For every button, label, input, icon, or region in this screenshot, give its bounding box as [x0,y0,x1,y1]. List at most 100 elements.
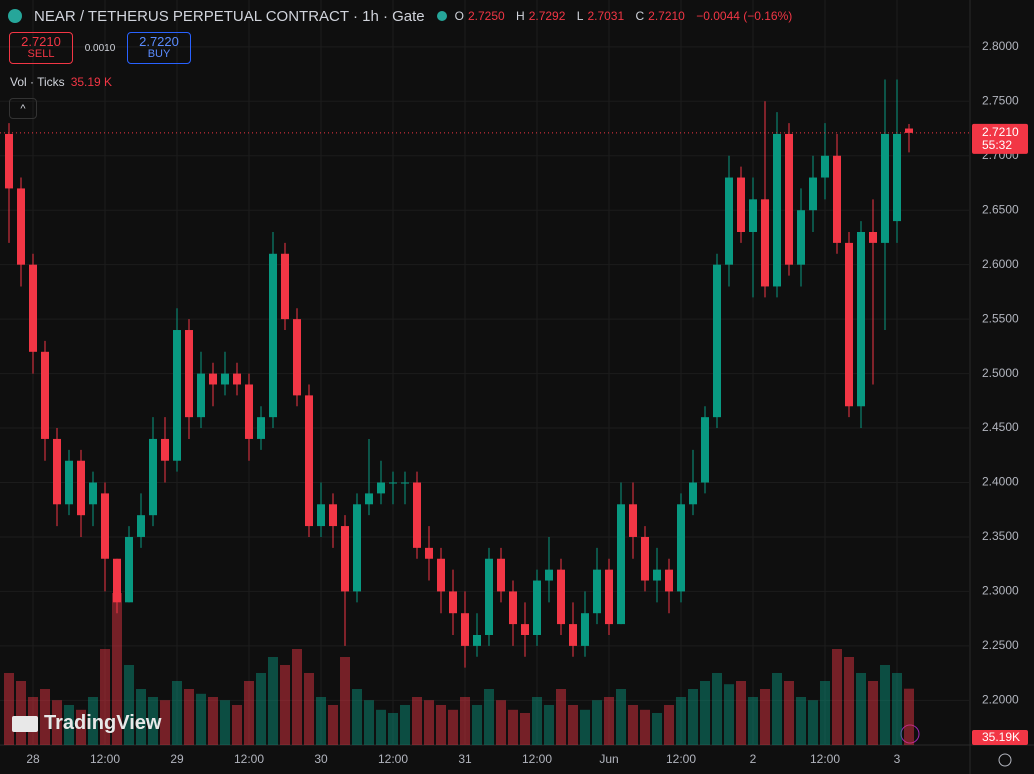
volume-bar [544,705,554,745]
x-tick-label: 2 [750,752,757,766]
candle-body [773,133,781,287]
volume-bar [688,689,698,745]
trade-panel: 2.7210 SELL 0.0010 2.7220 BUY [9,32,191,64]
x-tick-label: 12:00 [90,752,120,766]
x-tick-label: 28 [26,752,40,766]
sell-label: SELL [27,48,55,60]
ohlc-key: O [454,9,464,23]
symbol: NEAR / TETHERUS PERPETUAL CONTRACT · 1h … [34,7,425,25]
y-tick-label: 2.4500 [982,420,1019,434]
y-tick-label: 2.5000 [982,366,1019,380]
x-tick-label: 12:00 [810,752,840,766]
volume-bar [880,665,890,745]
candle-body [653,569,661,581]
candle-body [161,438,169,461]
volume-bar [724,684,734,745]
candle-body [701,417,709,483]
candle-body [209,373,217,385]
volume-bar [232,705,242,745]
volume-bar [760,689,770,745]
volume-bar [172,681,182,745]
candle-body [617,504,625,625]
candle-body [41,351,49,439]
ohlc-key: H [516,9,525,23]
candle-body [389,482,397,484]
volume-bar [316,697,326,745]
candle-body [65,460,73,505]
volume-bar [676,697,686,745]
candle-body [185,330,193,418]
candle-body [737,177,745,232]
alert-icon[interactable] [900,724,920,744]
volume-bar [160,700,170,745]
candle-body [173,330,181,461]
volume-bar [784,681,794,745]
candle-body [809,177,817,211]
candle-body [821,155,829,178]
settings-icon[interactable] [998,753,1012,767]
candle-body [605,569,613,625]
volume-bar [640,709,650,745]
candle-body [689,482,697,505]
volume-bar [244,681,254,745]
sell-button[interactable]: 2.7210 SELL [9,32,73,64]
candle-body [5,133,13,189]
volume-bar [76,709,86,745]
collapse-button[interactable]: ^ [9,98,37,119]
x-tick-label: 3 [894,752,901,766]
candle-body [269,253,277,418]
symbol-logo [8,9,22,23]
spread: 0.0010 [84,42,116,54]
candle-body [893,133,901,222]
status-dot [436,11,447,21]
volume-bar [496,700,506,745]
candle-body [425,547,433,559]
candle-body [341,526,349,592]
volume-bar [292,649,302,745]
candle-body [101,493,109,559]
y-tick-label: 2.6500 [982,202,1019,216]
volume-bar [16,681,26,745]
x-tick-label: 31 [458,752,472,766]
volume-bar [376,709,386,745]
volume-bar [388,713,398,745]
x-tick-label: 12:00 [378,752,408,766]
ohlc-value: 2.7292 [528,9,566,23]
volume-bar [748,697,758,745]
last-price-label: 2.7210 [982,125,1019,139]
ohlc-key: L [576,9,584,23]
volume-legend-label: Vol · Ticks [10,75,65,89]
candle-body [305,395,313,527]
candle-body [317,504,325,527]
y-tick-label: 2.5500 [982,311,1019,325]
ohlc: O 2.7250 H 2.7292 L 2.7031 C 2.7210 −0.0044 … [455,9,797,23]
x-tick-label: 30 [314,752,328,766]
volume-bar [40,689,50,745]
volume-bar [124,665,134,745]
candle-body [725,177,733,265]
volume-bar [352,689,362,745]
volume-bar [88,697,98,745]
volume-bar [472,705,482,745]
buy-label: BUY [147,48,171,60]
buy-button[interactable]: 2.7220 BUY [127,32,191,64]
candle-body [281,253,289,320]
volume-bar [736,681,746,745]
candle-body [641,536,649,581]
candle-body [797,210,805,265]
candle-body [509,591,517,625]
volume-bar [832,649,842,745]
volume-bar [628,705,638,745]
volume-legend-value: 35.19 K [70,75,113,89]
volume-bar [712,673,722,745]
volume-bar [856,673,866,745]
volume-bar [412,697,422,745]
volume-bar [808,700,818,745]
x-tick-label: 12:00 [522,752,552,766]
candle-layer [5,79,913,668]
candle-body [329,504,337,527]
volume-bar [892,673,902,745]
candle-body [413,482,421,548]
